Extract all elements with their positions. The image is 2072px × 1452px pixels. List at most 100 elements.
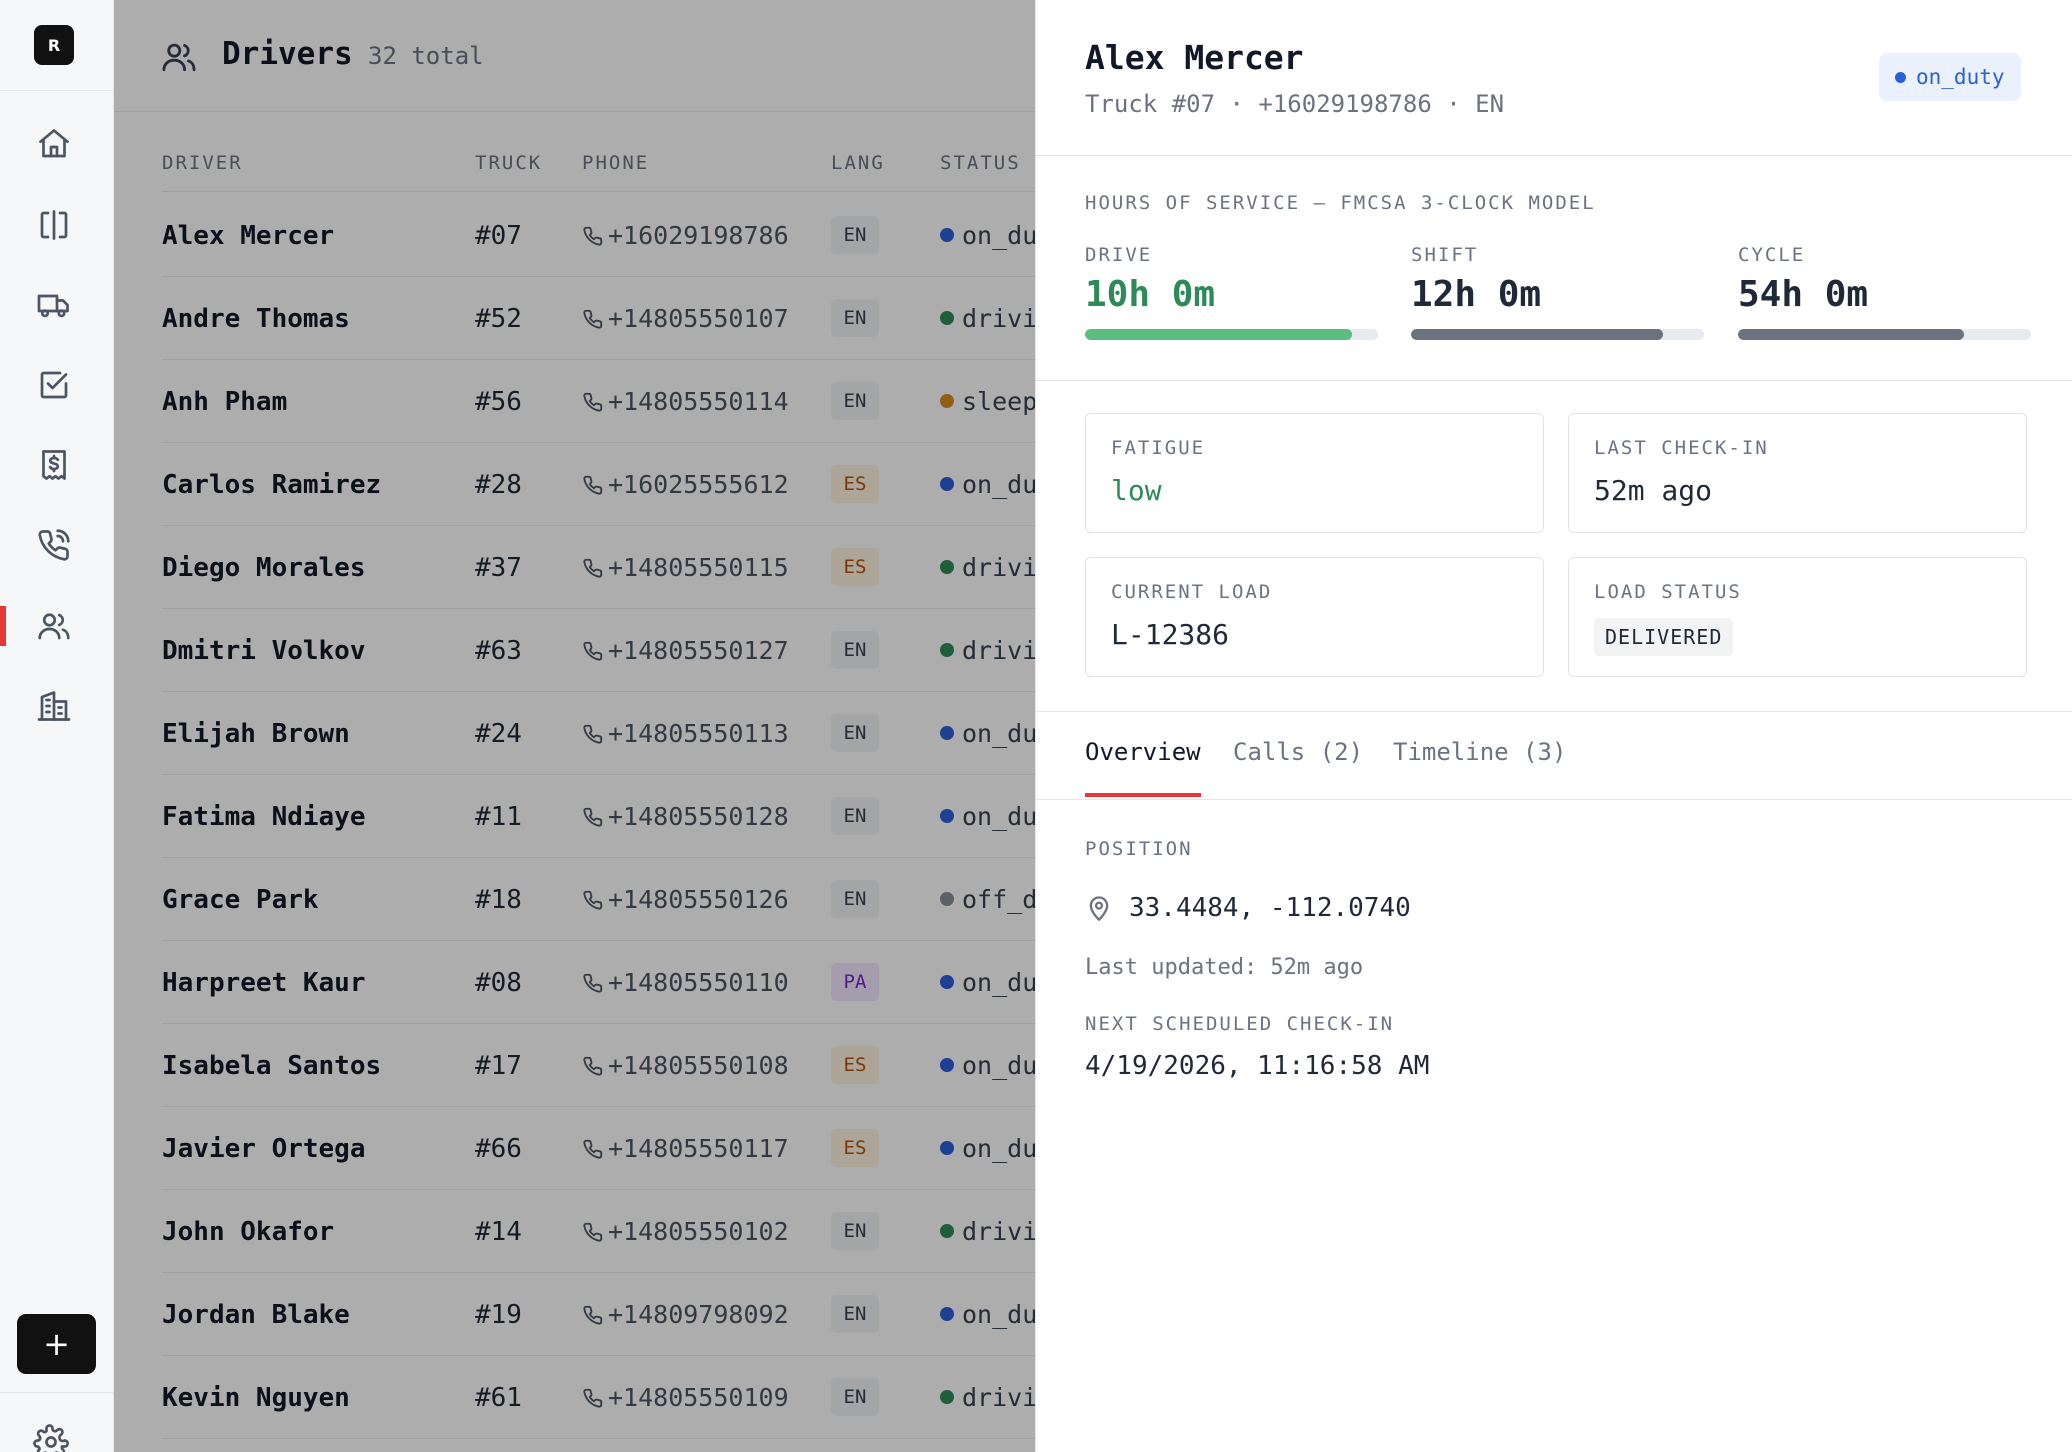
phone-number: +14805550102 xyxy=(608,1217,789,1246)
truck-cell: #63 xyxy=(475,636,522,666)
users-icon xyxy=(160,38,200,78)
truck-cell: #52 xyxy=(475,304,522,334)
clock-progress-fill xyxy=(1738,329,1964,340)
phone-cell[interactable]: +14805550128 xyxy=(582,802,789,831)
column-phone[interactable]: PHONE xyxy=(582,152,650,174)
position-coordinates: 33.4484, -112.0740 xyxy=(1129,893,1411,923)
table-row[interactable]: Dmitri Volkov #63 +14805550127 EN driving xyxy=(162,609,1562,692)
phone-icon xyxy=(582,1134,608,1163)
phone-cell[interactable]: +16025555612 xyxy=(582,470,789,499)
position-updated: Last updated: 52m ago xyxy=(1085,955,1364,980)
phone-cell[interactable]: +14805550114 xyxy=(582,387,789,416)
truck-cell: #66 xyxy=(475,1134,522,1164)
add-button[interactable]: + xyxy=(17,1314,96,1374)
fatigue-card: FATIGUE low xyxy=(1085,413,1544,533)
driver-name-cell: Andre Thomas xyxy=(162,304,350,334)
phone-cell[interactable]: +14805550102 xyxy=(582,1217,789,1246)
nav-dispatch[interactable] xyxy=(27,198,81,252)
tab-timeline[interactable]: Timeline (3) xyxy=(1393,738,1567,766)
divider xyxy=(1036,380,2072,381)
nav-drivers[interactable] xyxy=(27,599,81,653)
driver-name-cell: Grace Park xyxy=(162,885,319,915)
table-row[interactable]: Grace Park #18 +14805550126 EN off_duty xyxy=(162,858,1562,941)
load-status-pill: DELIVERED xyxy=(1594,618,1734,656)
status-dot xyxy=(940,311,954,325)
driver-subtitle: Truck #07 · +16029198786 · EN xyxy=(1085,90,1505,118)
clock-progress-fill xyxy=(1411,329,1663,340)
table-row[interactable]: Anh Pham #56 +14805550114 EN sleeper xyxy=(162,360,1562,443)
checkbox-icon xyxy=(40,371,68,399)
phone-number: +14809798092 xyxy=(608,1300,789,1329)
current-load-value[interactable]: L-12386 xyxy=(1111,618,1230,651)
column-status[interactable]: STATUS xyxy=(940,152,1021,174)
table-row[interactable]: Elijah Brown #24 +14805550113 EN on_duty xyxy=(162,692,1562,775)
nav-trucks[interactable] xyxy=(27,278,81,332)
nav-tasks[interactable] xyxy=(27,358,81,412)
clock-value: 12h 0m xyxy=(1411,274,1542,315)
driver-name-cell: Isabela Santos xyxy=(162,1051,382,1081)
phone-cell[interactable]: +14805550113 xyxy=(582,719,789,748)
table-row[interactable]: Alex Mercer #07 +16029198786 EN on_duty xyxy=(162,194,1562,277)
phone-icon xyxy=(582,885,608,914)
status-dot xyxy=(940,477,954,491)
phone-cell[interactable]: +14805550110 xyxy=(582,968,789,997)
fatigue-value: low xyxy=(1111,474,1162,507)
truck-icon xyxy=(37,294,69,318)
lang-badge: EN xyxy=(831,714,879,752)
hos-title: HOURS OF SERVICE — FMCSA 3-CLOCK MODEL xyxy=(1085,192,1596,214)
column-lang[interactable]: LANG xyxy=(831,152,885,174)
phone-number: +14805550113 xyxy=(608,719,789,748)
nav-home[interactable] xyxy=(27,117,81,171)
gear-icon xyxy=(33,1424,69,1452)
clock-progress-bar xyxy=(1411,329,1704,340)
last-checkin-card: LAST CHECK-IN 52m ago xyxy=(1568,413,2027,533)
tab-calls[interactable]: Calls (2) xyxy=(1233,738,1364,766)
clock-progress-bar xyxy=(1085,329,1378,340)
table-row[interactable]: Kevin Nguyen #61 +14805550109 EN driving xyxy=(162,1356,1562,1439)
current-load-label: CURRENT LOAD xyxy=(1111,581,1273,603)
status-dot xyxy=(940,1224,954,1238)
phone-number: +14805550114 xyxy=(608,387,789,416)
status-dot xyxy=(940,892,954,906)
table-row[interactable]: Diego Morales #37 +14805550115 ES driving xyxy=(162,526,1562,609)
lang-badge: PA xyxy=(831,963,879,1001)
column-driver[interactable]: DRIVER xyxy=(162,152,243,174)
phone-cell[interactable]: +14805550127 xyxy=(582,636,789,665)
truck-cell: #56 xyxy=(475,387,522,417)
phone-cell[interactable]: +14805550109 xyxy=(582,1383,789,1412)
clock-progress-fill xyxy=(1085,329,1352,340)
active-tab-indicator xyxy=(1085,793,1201,797)
phone-cell[interactable]: +16029198786 xyxy=(582,221,789,250)
driver-name-cell: Diego Morales xyxy=(162,553,366,583)
phone-cell[interactable]: +14805550115 xyxy=(582,553,789,582)
phone-cell[interactable]: +14809798092 xyxy=(582,1300,789,1329)
phone-number: +14805550115 xyxy=(608,553,789,582)
table-row[interactable]: Isabela Santos #17 +14805550108 ES on_duty xyxy=(162,1024,1562,1107)
last-checkin-value: 52m ago xyxy=(1594,474,1713,507)
nav-calls[interactable] xyxy=(27,518,81,572)
app-logo[interactable]: R xyxy=(34,25,74,65)
nav-billing[interactable] xyxy=(27,438,81,492)
driver-name-cell: Dmitri Volkov xyxy=(162,636,366,666)
column-truck[interactable]: TRUCK xyxy=(475,152,543,174)
status-dot xyxy=(940,975,954,989)
divider xyxy=(1036,799,2072,800)
phone-cell[interactable]: +14805550117 xyxy=(582,1134,789,1163)
settings-button[interactable] xyxy=(33,1424,73,1452)
phone-icon xyxy=(582,1217,608,1246)
phone-cell[interactable]: +14805550126 xyxy=(582,885,789,914)
phone-cell[interactable]: +14805550107 xyxy=(582,304,789,333)
nav-facilities[interactable] xyxy=(27,679,81,733)
table-row[interactable]: Jordan Blake #19 +14809798092 EN on_duty xyxy=(162,1273,1562,1356)
clock-label: DRIVE xyxy=(1085,244,1153,266)
table-row[interactable]: Javier Ortega #66 +14805550117 ES on_duty xyxy=(162,1107,1562,1190)
driver-detail-panel: Alex Mercer Truck #07 · +16029198786 · E… xyxy=(1035,0,2072,1452)
table-row[interactable]: Harpreet Kaur #08 +14805550110 PA on_duty xyxy=(162,941,1562,1024)
phone-cell[interactable]: +14805550108 xyxy=(582,1051,789,1080)
nav-active-indicator xyxy=(0,606,6,646)
table-row[interactable]: Fatima Ndiaye #11 +14805550128 EN on_duty xyxy=(162,775,1562,858)
truck-cell: #08 xyxy=(475,968,522,998)
map-pin-icon xyxy=(1085,893,1113,923)
tab-overview[interactable]: Overview xyxy=(1085,738,1201,766)
modal-overlay[interactable] xyxy=(114,0,1149,1452)
